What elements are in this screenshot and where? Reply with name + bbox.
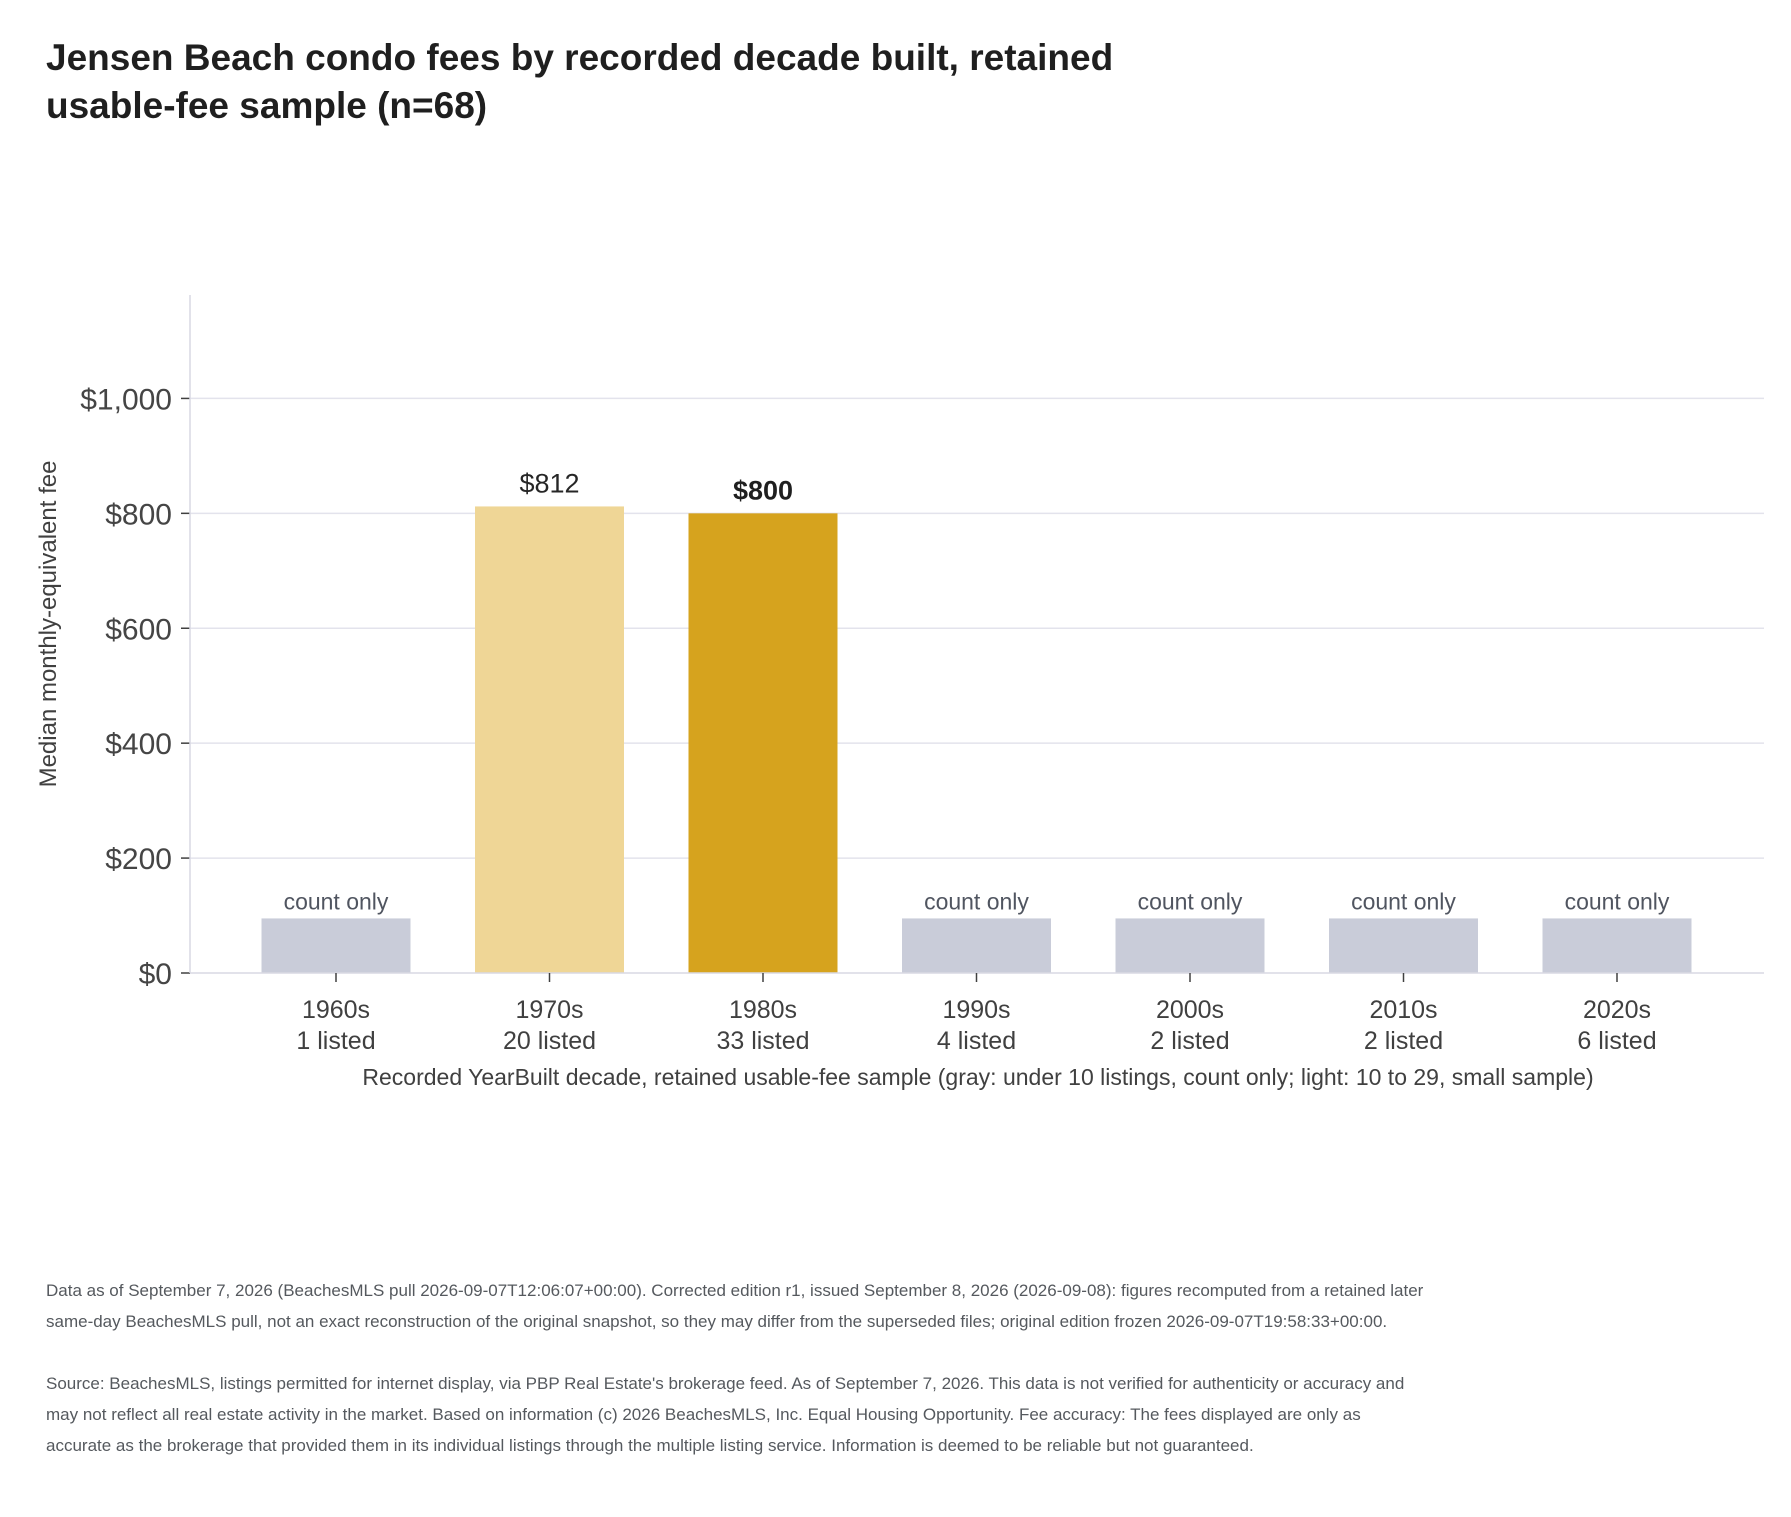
x-tick-count-2000s: 2 listed [1150, 1027, 1229, 1055]
bar-1990s [902, 918, 1051, 973]
x-tick-count-1990s: 4 listed [937, 1027, 1016, 1055]
data-label-1960s: count only [284, 888, 389, 914]
bar-2020s [1542, 918, 1692, 973]
bar-1960s [261, 918, 411, 973]
x-tick-label-1990s: 1990s [942, 996, 1010, 1024]
source-note: Source: BeachesMLS, listings permitted f… [46, 1374, 1405, 1455]
x-axis-title: Recorded YearBuilt decade, retained usab… [362, 1064, 1593, 1090]
x-tick-count-1970s: 20 listed [503, 1027, 596, 1055]
y-tick-label: $0 [139, 958, 172, 991]
y-axis-title: Median monthly-equivalent fee [35, 461, 62, 788]
y-tick-label: $600 [105, 613, 172, 646]
x-tick-label-1980s: 1980s [729, 996, 797, 1024]
x-tick-label-1960s: 1960s [302, 996, 370, 1024]
x-tick-label-2020s: 2020s [1583, 996, 1651, 1024]
data-note: Data as of September 7, 2026 (BeachesMLS… [46, 1281, 1424, 1331]
x-tick-label-2010s: 2010s [1369, 996, 1437, 1024]
data-label-2020s: count only [1565, 888, 1670, 914]
x-tick-label-2000s: 2000s [1156, 996, 1224, 1024]
data-label-1970s: $812 [519, 468, 579, 498]
x-tick-label-1970s: 1970s [515, 996, 583, 1024]
y-tick-label: $800 [105, 498, 172, 531]
x-tick-count-1980s: 33 listed [716, 1027, 809, 1055]
chart-title: Jensen Beach condo fees by recorded deca… [46, 37, 1114, 126]
bars [261, 506, 1692, 973]
x-tick-count-2010s: 2 listed [1364, 1027, 1443, 1055]
bar-2010s [1329, 918, 1478, 973]
data-label-1980s: $800 [733, 475, 793, 505]
bar-2000s [1115, 918, 1265, 973]
data-label-1990s: count only [924, 888, 1029, 914]
bar-1980s [688, 513, 838, 973]
data-label-2000s: count only [1138, 888, 1243, 914]
y-tick-label: $400 [105, 728, 172, 761]
axes: $0 $200 $400 $600 $800 $1,000 1960s 1 listed 197… [80, 295, 1764, 1055]
x-tick-count-2020s: 6 listed [1577, 1027, 1656, 1055]
y-tick-label: $200 [105, 843, 172, 876]
x-tick-count-1960s: 1 listed [296, 1027, 375, 1055]
data-label-2010s: count only [1351, 888, 1456, 914]
gridlines [190, 397, 1764, 859]
data-labels: count only $812 $800 count only count only co… [284, 468, 1670, 914]
y-tick-label: $1,000 [80, 383, 172, 416]
bar-1970s [475, 506, 624, 973]
